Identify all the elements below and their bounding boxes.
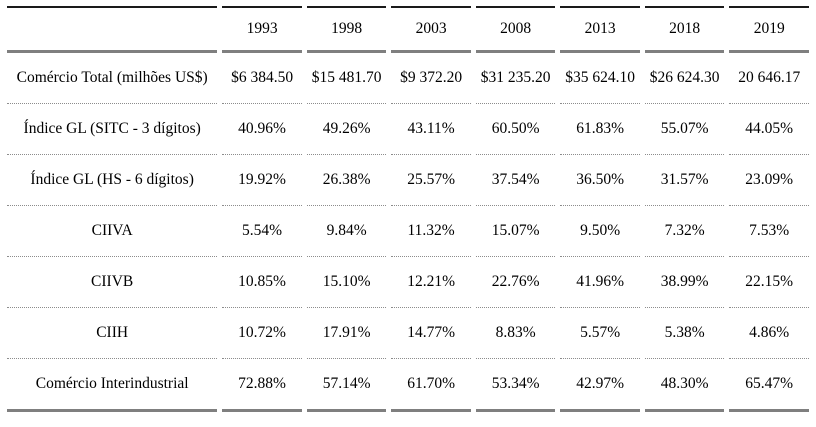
cell: 20 646.17 bbox=[729, 53, 809, 104]
cell: 65.47% bbox=[729, 359, 809, 412]
table-row: Índice GL (HS - 6 dígitos) 19.92% 26.38%… bbox=[7, 155, 809, 206]
cell: 9.84% bbox=[306, 206, 387, 257]
cell: 10.72% bbox=[222, 308, 302, 359]
cell: 8.83% bbox=[475, 308, 556, 359]
table-body: Comércio Total (milhões US$) $6 384.50 $… bbox=[7, 53, 809, 412]
header-row: 1993 1998 2003 2008 2013 2018 2019 bbox=[7, 6, 809, 53]
row-label: CIIVA bbox=[7, 206, 218, 257]
row-label: Comércio Interindustrial bbox=[7, 359, 218, 412]
cell: 42.97% bbox=[560, 359, 640, 412]
cell: 15.07% bbox=[475, 206, 556, 257]
cell: 5.57% bbox=[560, 308, 640, 359]
year-header: 2013 bbox=[560, 6, 640, 53]
cell: 22.15% bbox=[729, 257, 809, 308]
cell: 43.11% bbox=[391, 104, 471, 155]
trade-statistics-table: 1993 1998 2003 2008 2013 2018 2019 Comér… bbox=[2, 6, 814, 412]
table-header: 1993 1998 2003 2008 2013 2018 2019 bbox=[7, 6, 809, 53]
year-header: 2003 bbox=[391, 6, 471, 53]
cell: 31.57% bbox=[644, 155, 725, 206]
cell: 14.77% bbox=[391, 308, 471, 359]
cell: 23.09% bbox=[729, 155, 809, 206]
table-row: CIIVB 10.85% 15.10% 12.21% 22.76% 41.96%… bbox=[7, 257, 809, 308]
cell: 5.54% bbox=[222, 206, 302, 257]
cell: 48.30% bbox=[644, 359, 725, 412]
cell: 41.96% bbox=[560, 257, 640, 308]
row-label: Índice GL (HS - 6 dígitos) bbox=[7, 155, 218, 206]
cell: $31 235.20 bbox=[475, 53, 556, 104]
table-row: Índice GL (SITC - 3 dígitos) 40.96% 49.2… bbox=[7, 104, 809, 155]
cell: $26 624.30 bbox=[644, 53, 725, 104]
cell: 7.53% bbox=[729, 206, 809, 257]
year-header: 1998 bbox=[306, 6, 387, 53]
year-header: 2008 bbox=[475, 6, 556, 53]
cell: 12.21% bbox=[391, 257, 471, 308]
row-label: Comércio Total (milhões US$) bbox=[7, 53, 218, 104]
cell: 22.76% bbox=[475, 257, 556, 308]
year-header: 2019 bbox=[729, 6, 809, 53]
cell: 17.91% bbox=[306, 308, 387, 359]
cell: 37.54% bbox=[475, 155, 556, 206]
cell: 15.10% bbox=[306, 257, 387, 308]
cell: $35 624.10 bbox=[560, 53, 640, 104]
cell: 61.83% bbox=[560, 104, 640, 155]
cell: 72.88% bbox=[222, 359, 302, 412]
row-label: Índice GL (SITC - 3 dígitos) bbox=[7, 104, 218, 155]
year-header: 2018 bbox=[644, 6, 725, 53]
table-row: Comércio Interindustrial 72.88% 57.14% 6… bbox=[7, 359, 809, 412]
cell: 19.92% bbox=[222, 155, 302, 206]
cell: 26.38% bbox=[306, 155, 387, 206]
row-label: CIIVB bbox=[7, 257, 218, 308]
cell: 10.85% bbox=[222, 257, 302, 308]
row-label: CIIH bbox=[7, 308, 218, 359]
cell: 7.32% bbox=[644, 206, 725, 257]
cell: 57.14% bbox=[306, 359, 387, 412]
cell: 36.50% bbox=[560, 155, 640, 206]
cell: 60.50% bbox=[475, 104, 556, 155]
cell: 25.57% bbox=[391, 155, 471, 206]
year-header: 1993 bbox=[222, 6, 302, 53]
corner-cell bbox=[7, 6, 218, 53]
cell: 5.38% bbox=[644, 308, 725, 359]
cell: 55.07% bbox=[644, 104, 725, 155]
cell: 53.34% bbox=[475, 359, 556, 412]
cell: 40.96% bbox=[222, 104, 302, 155]
cell: 4.86% bbox=[729, 308, 809, 359]
cell: 44.05% bbox=[729, 104, 809, 155]
table-row: CIIH 10.72% 17.91% 14.77% 8.83% 5.57% 5.… bbox=[7, 308, 809, 359]
table-row: CIIVA 5.54% 9.84% 11.32% 15.07% 9.50% 7.… bbox=[7, 206, 809, 257]
cell: 61.70% bbox=[391, 359, 471, 412]
cell: $15 481.70 bbox=[306, 53, 387, 104]
cell: 38.99% bbox=[644, 257, 725, 308]
cell: 11.32% bbox=[391, 206, 471, 257]
cell: 49.26% bbox=[306, 104, 387, 155]
table-row: Comércio Total (milhões US$) $6 384.50 $… bbox=[7, 53, 809, 104]
cell: $9 372.20 bbox=[391, 53, 471, 104]
cell: 9.50% bbox=[560, 206, 640, 257]
page: 1993 1998 2003 2008 2013 2018 2019 Comér… bbox=[2, 6, 814, 412]
cell: $6 384.50 bbox=[222, 53, 302, 104]
